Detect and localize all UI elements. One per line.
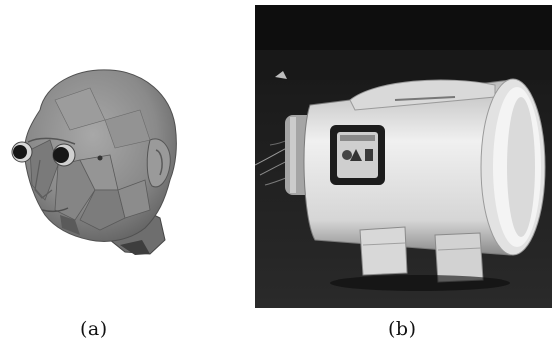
- caption-b: (b): [388, 318, 417, 340]
- scanner-photo: [255, 5, 552, 308]
- head-model-image: [0, 40, 200, 280]
- caption-a: (a): [80, 318, 108, 340]
